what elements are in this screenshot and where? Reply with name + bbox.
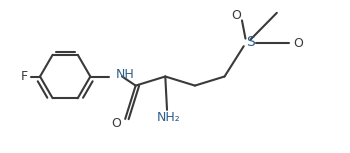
Text: O: O: [112, 117, 121, 130]
Text: NH₂: NH₂: [157, 111, 181, 124]
Text: O: O: [293, 37, 303, 50]
Text: O: O: [231, 9, 241, 22]
Text: F: F: [21, 70, 28, 83]
Text: S: S: [246, 35, 255, 49]
Text: NH: NH: [116, 68, 134, 81]
